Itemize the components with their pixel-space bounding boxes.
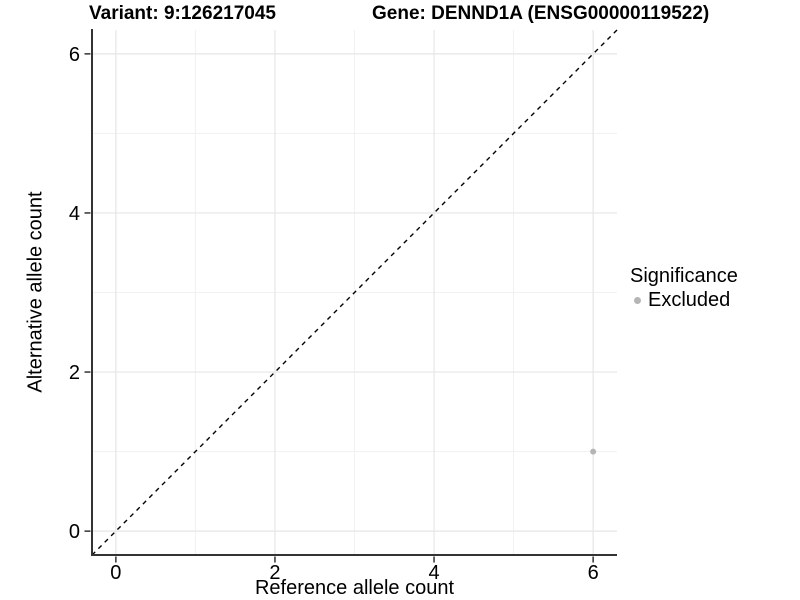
y-tick-label: 0 — [69, 521, 80, 543]
legend-entry-label: Excluded — [648, 289, 731, 311]
chart-title-gene: Gene: DENND1A (ENSG00000119522) — [372, 3, 710, 24]
legend: Significance Excluded — [630, 264, 738, 311]
data-point — [590, 448, 597, 455]
x-tick-label: 6 — [588, 562, 599, 584]
y-tick-label: 4 — [69, 203, 80, 225]
x-axis-title: Reference allele count — [254, 577, 454, 599]
x-tick-label: 4 — [428, 562, 439, 584]
plot-panel: 0 2 4 6 0 2 4 6 — [69, 29, 618, 584]
x-tick-label: 2 — [269, 562, 280, 584]
y-tick-label: 2 — [69, 362, 80, 384]
legend-title: Significance — [630, 265, 738, 287]
x-tick-label: 0 — [110, 562, 121, 584]
chart-title-variant: Variant: 9:126217045 — [89, 3, 276, 24]
legend-entries: Excluded — [630, 289, 738, 311]
y-axis-title: Alternative allele count — [24, 191, 47, 393]
legend-entry: Excluded — [630, 289, 738, 311]
plot-area: 0 2 4 6 0 2 4 6 — [69, 29, 618, 584]
identity-dashed-line — [91, 29, 618, 556]
legend-point-icon — [634, 296, 641, 304]
y-tick-label: 6 — [69, 44, 80, 66]
